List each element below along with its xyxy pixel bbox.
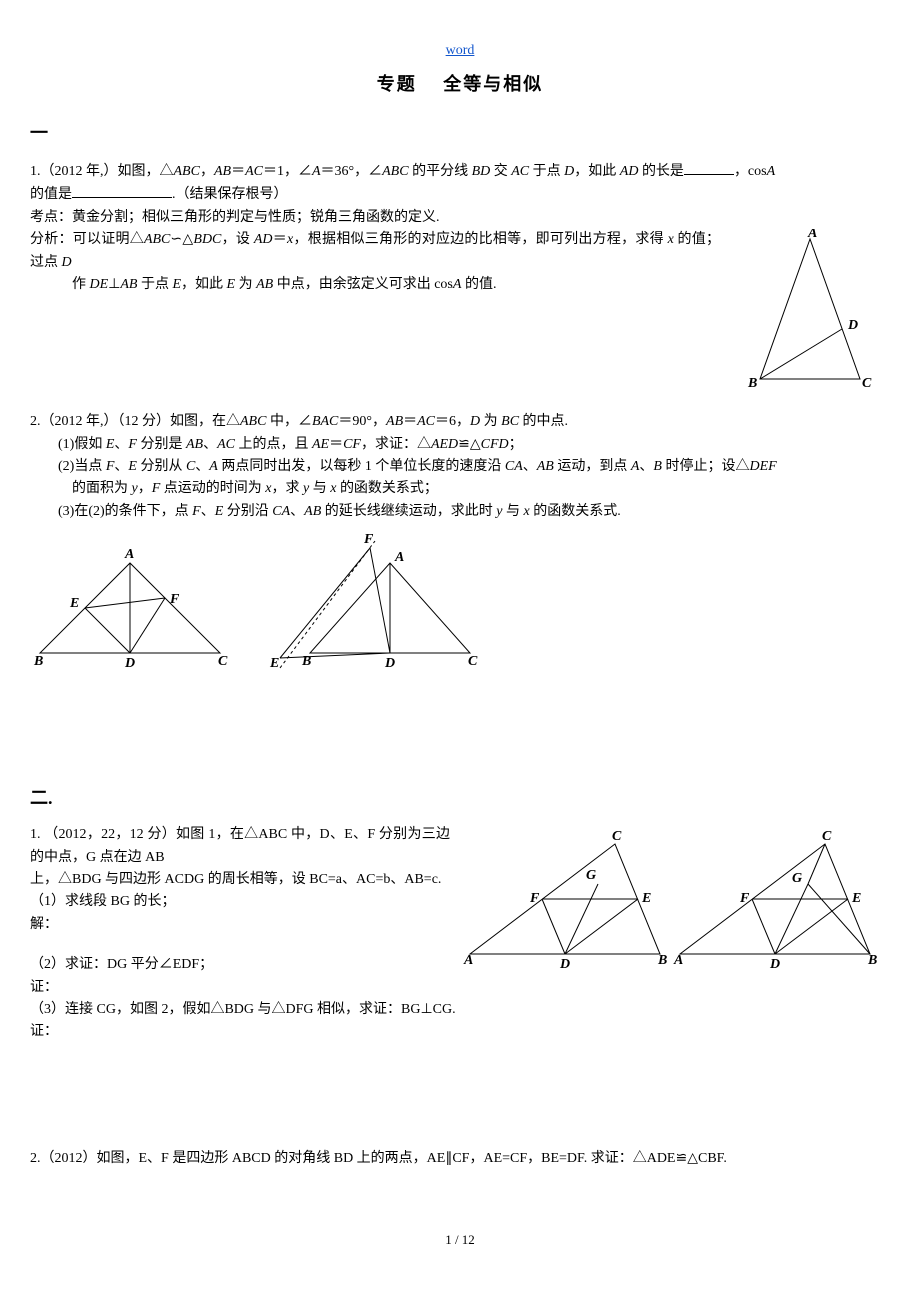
svg-text:A: A [394,550,404,565]
svg-text:C: C [612,829,622,844]
svg-text:D: D [769,957,780,972]
section-two-header: 二. [30,784,890,813]
diagram-p3: A B C D E F G A B C D E [460,824,890,974]
svg-text:E: E [641,891,651,906]
page-title: 专题 全等与相似 [30,70,890,99]
svg-text:B: B [301,654,311,669]
svg-text:E: E [269,656,279,671]
svg-text:D: D [124,656,135,671]
problem-3: A B C D E F G A B C D E [30,824,890,1044]
problem-1: 1.（2012 年,）如图，△ABC，AB＝AC＝1，∠A＝36°，∠ABC 的… [30,160,890,399]
p1-text: 1.（2012 年,）如图，△ [30,164,174,179]
svg-text:A: A [673,953,683,968]
svg-text:G: G [586,868,596,883]
svg-text:B: B [33,654,43,669]
svg-text:F: F [529,891,540,906]
p1-abc: ABC [174,164,200,179]
svg-text:F: F [169,592,180,607]
problem-4: 2.（2012）如图，E、F 是四边形 ABCD 的对角线 BD 上的两点，AE… [30,1148,890,1170]
svg-text:C: C [862,376,872,391]
svg-text:B: B [747,376,757,391]
svg-text:E: E [851,891,861,906]
diagram-p2: A B C D E F F A B C D E [30,533,890,681]
svg-text:F: F [739,891,750,906]
svg-text:C: C [468,654,478,669]
svg-text:B: B [657,953,667,968]
header-word: word [30,40,890,62]
svg-text:D: D [559,957,570,972]
svg-text:A: A [807,229,817,241]
kp-label: 考点： [30,210,72,225]
svg-text:A: A [463,953,473,968]
svg-text:D: D [384,656,395,671]
svg-text:A: A [124,547,134,562]
svg-text:E: E [69,596,79,611]
svg-text:G: G [792,871,802,886]
blank-2 [72,183,172,198]
diagram-triangle-abd: A B C D [730,229,890,399]
svg-text:C: C [822,829,832,844]
svg-text:F: F [363,533,374,547]
blank-1 [684,160,734,175]
svg-text:D: D [847,318,858,333]
svg-text:C: C [218,654,228,669]
svg-text:B: B [867,953,877,968]
problem-2: 2.（2012 年,）（12 分）如图，在△ABC 中，∠BAC＝90°，AB＝… [30,411,890,681]
section-one-header: 一 [30,119,890,148]
an-label: 分析： [30,232,73,247]
page-footer: 1 / 12 [30,1230,890,1251]
